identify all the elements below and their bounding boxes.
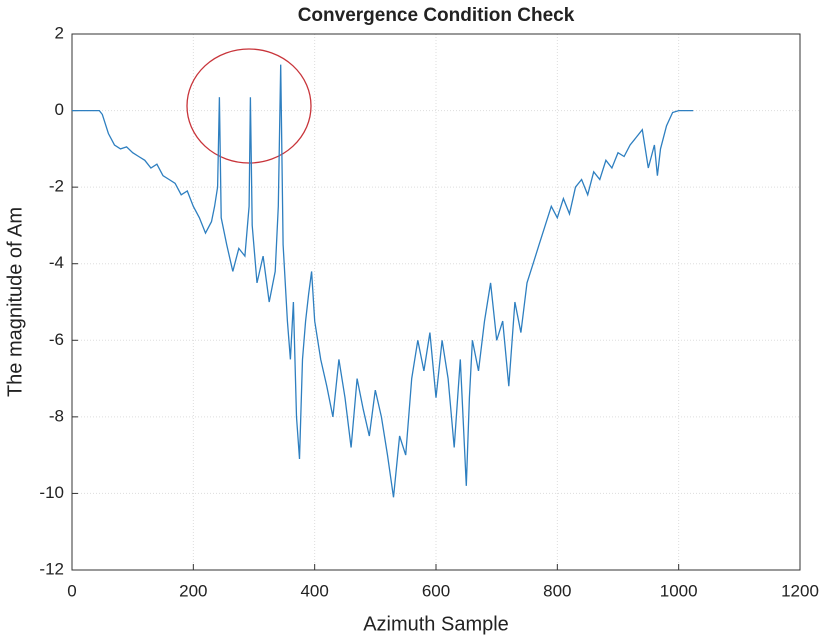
y-tick-label: -4 [49,253,64,272]
y-tick-label: -8 [49,406,64,425]
highlight-circle [186,48,312,164]
y-tick-label: 0 [55,100,64,119]
y-tick-label: -6 [49,330,64,349]
y-axis-label: The magnitude of Am [4,207,26,397]
grid [71,33,801,571]
x-tick-label: 1000 [660,581,698,600]
chart-title: Convergence Condition Check [298,5,575,26]
x-tick-label: 200 [179,581,207,600]
x-axis-label: Azimuth Sample [363,613,509,635]
y-tick-label: -2 [49,177,64,196]
x-tick-label: 600 [422,581,450,600]
x-tick-label: 800 [543,581,571,600]
y-tick-label: 2 [55,23,64,42]
data-line [72,64,694,498]
y-tick-label: -10 [39,483,64,502]
y-tick-label: -12 [39,559,64,578]
x-tick-label: 400 [300,581,328,600]
x-tick-label: 0 [67,581,76,600]
x-tick-label: 1200 [781,581,819,600]
